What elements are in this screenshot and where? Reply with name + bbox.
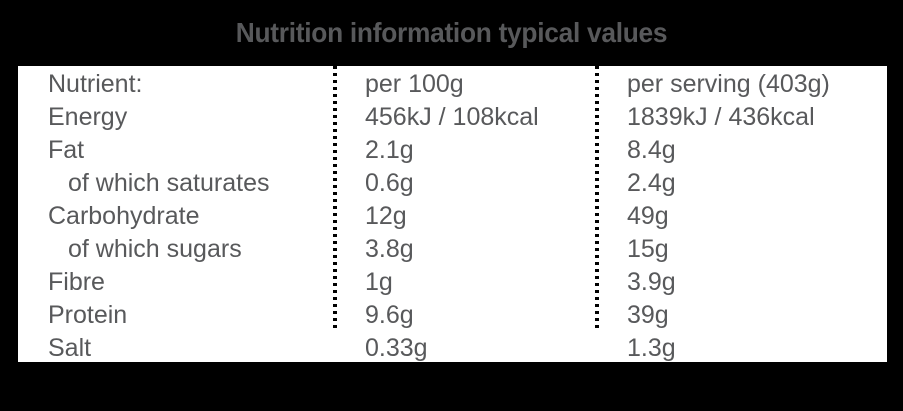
nutrition-table: Nutrient: per 100g per serving (403g) En… — [18, 66, 887, 362]
table-header-row: Nutrient: per 100g per serving (403g) — [18, 68, 887, 101]
per-100g-value-cell: 456kJ / 108kcal — [365, 103, 539, 131]
table-row: Fat 2.1g 8.4g — [18, 134, 887, 167]
table-row: Protein 9.6g 39g — [18, 299, 887, 332]
nutrient-name-cell: Salt — [48, 334, 92, 362]
per-100g-value-cell: 3.8g — [365, 235, 414, 263]
nutrient-name-cell: Fat — [48, 136, 85, 164]
title-bar: Nutrition information typical values — [0, 0, 903, 66]
per-100g-value-cell: 0.6g — [365, 169, 414, 197]
table-body: Energy 456kJ / 108kcal 1839kJ / 436kcal … — [18, 101, 887, 365]
column-header-per-100g: per 100g — [365, 70, 464, 98]
nutrient-name-cell: Protein — [48, 301, 128, 329]
column-header-nutrient: Nutrient: — [48, 70, 143, 98]
column-divider-1 — [333, 66, 337, 330]
table-row: Salt 0.33g 1.3g — [18, 332, 887, 365]
table-row: of which sugars 3.8g 15g — [18, 233, 887, 266]
table-row: Carbohydrate 12g 49g — [18, 200, 887, 233]
table-row: Fibre 1g 3.9g — [18, 266, 887, 299]
nutrient-name-cell: of which saturates — [68, 169, 270, 197]
table-row: of which saturates 0.6g 2.4g — [18, 167, 887, 200]
per-serving-value-cell: 8.4g — [627, 136, 676, 164]
per-100g-value-cell: 1g — [365, 268, 393, 296]
per-100g-value-cell: 2.1g — [365, 136, 414, 164]
column-divider-2 — [595, 66, 599, 330]
nutrient-name-cell: Fibre — [48, 268, 105, 296]
nutrient-name-cell: Energy — [48, 103, 128, 131]
per-100g-value-cell: 0.33g — [365, 334, 428, 362]
nutrient-name-cell: of which sugars — [68, 235, 242, 263]
per-serving-value-cell: 15g — [627, 235, 669, 263]
per-serving-value-cell: 39g — [627, 301, 669, 329]
per-serving-value-cell: 1839kJ / 436kcal — [627, 103, 815, 131]
page-title: Nutrition information typical values — [235, 17, 668, 48]
per-100g-value-cell: 12g — [365, 202, 407, 230]
column-header-per-serving: per serving (403g) — [627, 70, 830, 98]
per-serving-value-cell: 49g — [627, 202, 669, 230]
per-100g-value-cell: 9.6g — [365, 301, 414, 329]
nutrient-name-cell: Carbohydrate — [48, 202, 200, 230]
per-serving-value-cell: 1.3g — [627, 334, 676, 362]
per-serving-value-cell: 3.9g — [627, 268, 676, 296]
table-row: Energy 456kJ / 108kcal 1839kJ / 436kcal — [18, 101, 887, 134]
per-serving-value-cell: 2.4g — [627, 169, 676, 197]
